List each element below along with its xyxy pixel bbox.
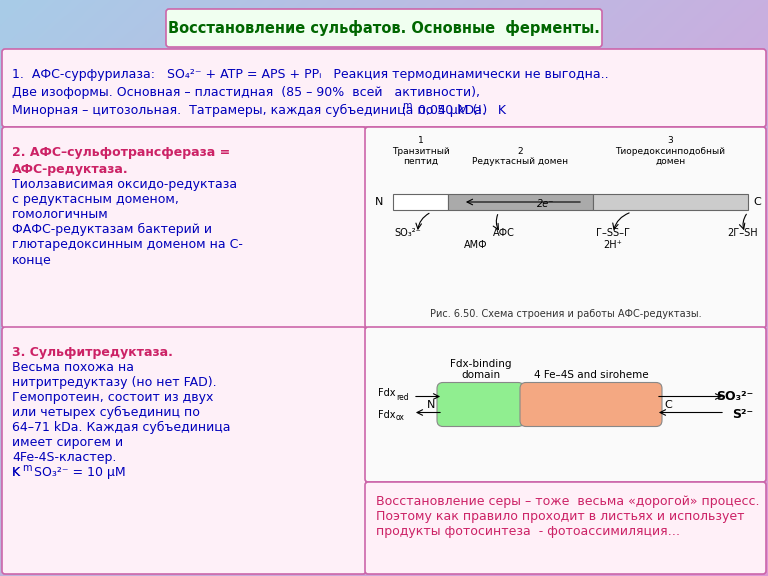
Text: или четырех субъединиц по: или четырех субъединиц по — [12, 406, 200, 419]
FancyBboxPatch shape — [437, 382, 524, 426]
Text: 1.  АФС-сурфурилаза:   SO₄²⁻ + ATP = APS + PPᵢ   Реакция термодинамически не выг: 1. АФС-сурфурилаза: SO₄²⁻ + ATP = APS + … — [12, 68, 608, 81]
Text: Г–SS–Г: Г–SS–Г — [596, 228, 630, 238]
Text: Восстановление серы – тоже  весьма «дорогой» процесс.
Поэтому как правило проход: Восстановление серы – тоже весьма «дорог… — [376, 495, 760, 538]
Text: Восстановление сульфатов. Основные  ферменты.: Восстановление сульфатов. Основные ферме… — [168, 20, 600, 36]
Text: N: N — [375, 197, 383, 207]
Text: Тиолзависимая оксидо-редуктаза: Тиолзависимая оксидо-редуктаза — [12, 178, 237, 191]
Text: Две изоформы. Основная – пластидная  (85 – 90%  всей   активности),: Две изоформы. Основная – пластидная (85 … — [12, 86, 480, 99]
Text: Гемопротеин, состоит из двух: Гемопротеин, состоит из двух — [12, 391, 214, 404]
Text: нитритредуктазу (но нет FAD).: нитритредуктазу (но нет FAD). — [12, 376, 217, 389]
Text: Fdx: Fdx — [378, 388, 396, 399]
Text: 2H⁺: 2H⁺ — [604, 240, 622, 250]
Text: гомологичным: гомологичным — [12, 208, 109, 221]
Text: S²⁻: S²⁻ — [732, 408, 753, 421]
Text: 2Г–SH: 2Г–SH — [728, 228, 758, 238]
Text: SO₃²⁻: SO₃²⁻ — [394, 228, 421, 238]
Text: N: N — [427, 400, 435, 410]
Text: 2. АФС–сульфотрансфераза =: 2. АФС–сульфотрансфераза = — [12, 146, 230, 159]
Text: с редуктасным доменом,: с редуктасным доменом, — [12, 193, 179, 206]
Text: конце: конце — [12, 253, 51, 266]
Text: C: C — [753, 197, 761, 207]
Text: 64–71 kDa. Каждая субъединица: 64–71 kDa. Каждая субъединица — [12, 421, 230, 434]
Text: Весьма похожа на: Весьма похожа на — [12, 361, 134, 374]
Bar — [393, 194, 448, 210]
Text: 3. Сульфитредуктаза.: 3. Сульфитредуктаза. — [12, 346, 173, 359]
FancyBboxPatch shape — [365, 482, 766, 574]
FancyBboxPatch shape — [365, 127, 766, 328]
Text: Минорная – цитозольная.  Татрамеры, каждая субъединица по 50 kDa.   K: Минорная – цитозольная. Татрамеры, кажда… — [12, 104, 506, 117]
Text: K: K — [12, 466, 20, 479]
FancyBboxPatch shape — [2, 49, 766, 127]
Text: АФС-редуктаза.: АФС-редуктаза. — [12, 163, 128, 176]
Text: 2e⁻: 2e⁻ — [537, 199, 554, 209]
Text: m: m — [22, 463, 31, 473]
Text: Рис. 6.50. Схема строения и работы АФС-редуктазы.: Рис. 6.50. Схема строения и работы АФС-р… — [429, 309, 701, 319]
Text: 4 Fe–4S and siroheme: 4 Fe–4S and siroheme — [534, 370, 648, 381]
Text: m: m — [402, 101, 412, 111]
FancyBboxPatch shape — [520, 382, 662, 426]
Text: 4Fe-4S-кластер.: 4Fe-4S-кластер. — [12, 451, 117, 464]
Text: red: red — [396, 392, 409, 401]
Text: C: C — [664, 400, 672, 410]
Text: 1
Транзитный
пептид: 1 Транзитный пептид — [392, 136, 449, 166]
Text: Fdx-binding
domain: Fdx-binding domain — [450, 359, 511, 381]
Text: глютаредоксинным доменом на С-: глютаредоксинным доменом на С- — [12, 238, 243, 251]
FancyBboxPatch shape — [2, 327, 366, 574]
Text: ox: ox — [396, 412, 405, 422]
Text: 2
Редуктасный домен: 2 Редуктасный домен — [472, 147, 568, 166]
Text: 0,04 μM (!): 0,04 μM (!) — [410, 104, 487, 117]
Text: АМФ: АМФ — [464, 240, 488, 250]
FancyBboxPatch shape — [2, 127, 366, 328]
Bar — [448, 194, 593, 210]
Text: K: K — [12, 466, 20, 479]
Text: имеет сирогем и: имеет сирогем и — [12, 436, 123, 449]
Text: SO₃²⁻ = 10 μM: SO₃²⁻ = 10 μM — [30, 466, 126, 479]
Text: 3
Тиоредоксинподобный
домен: 3 Тиоредоксинподобный домен — [615, 136, 726, 166]
Text: АФС: АФС — [492, 228, 515, 238]
Text: SO₃²⁻: SO₃²⁻ — [716, 390, 753, 403]
Text: ФАФС-редуктазам бактерий и: ФАФС-редуктазам бактерий и — [12, 223, 212, 236]
FancyBboxPatch shape — [365, 327, 766, 482]
FancyBboxPatch shape — [166, 9, 602, 47]
Bar — [593, 194, 748, 210]
Text: Fdx: Fdx — [378, 411, 396, 420]
